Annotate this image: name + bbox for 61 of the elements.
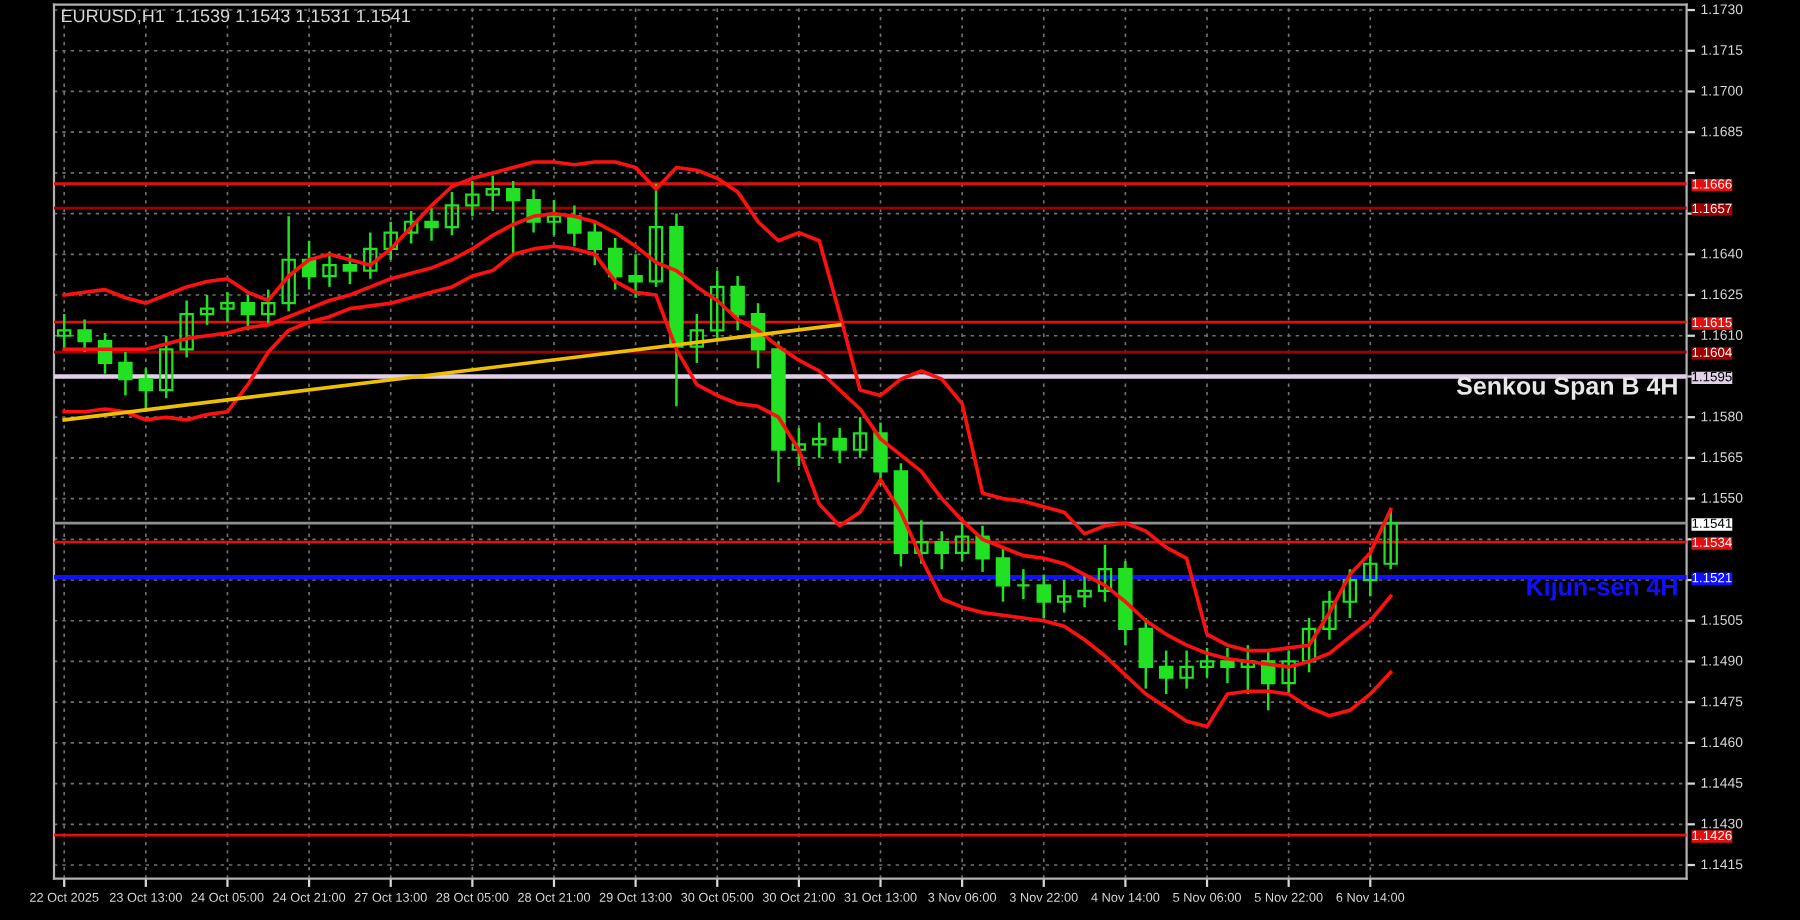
candlestick (648, 182, 664, 289)
candlestick (240, 293, 256, 332)
candlestick (567, 204, 582, 248)
candlestick (1322, 589, 1337, 641)
candlestick (587, 220, 603, 267)
candlestick (1240, 643, 1256, 696)
annotation: Senkou Span B 4H (1456, 376, 1677, 400)
candlestick (1301, 616, 1317, 674)
candlestick (505, 179, 521, 256)
chart-title: EURUSD,H1 1.1539 1.1543 1.1531 1.1541 (62, 9, 410, 25)
candlestick (424, 206, 439, 242)
candlestick (934, 529, 949, 571)
candlestick (812, 421, 827, 460)
candlestick (1036, 573, 1051, 620)
candlestick (342, 253, 358, 286)
candlestick (1056, 578, 1072, 614)
candlestick (363, 231, 378, 280)
candlestick (791, 426, 807, 468)
candlestick (281, 215, 296, 313)
candlestick (628, 253, 643, 299)
candlestick (1097, 543, 1113, 603)
candlestick (607, 236, 623, 291)
candlestick (56, 312, 72, 351)
candlestick (546, 198, 562, 237)
annotation: Kijun-sen 4H (1527, 577, 1677, 601)
candlestick (832, 426, 847, 465)
candlestick (322, 250, 337, 289)
candlestick (465, 179, 480, 218)
candlestick (118, 350, 133, 397)
candlestick (689, 312, 705, 365)
candlestick (261, 288, 276, 327)
candlestick (138, 367, 154, 413)
candlestick (199, 293, 215, 327)
candlestick (873, 421, 888, 487)
candlestick (995, 546, 1011, 603)
candlestick (975, 524, 990, 574)
candlestick (1179, 649, 1194, 690)
candlestick (954, 516, 970, 563)
candlestick (852, 415, 868, 460)
candlestick (444, 190, 460, 237)
line-series (62, 244, 1393, 729)
candlestick (710, 269, 725, 343)
candlestick (1077, 573, 1092, 609)
candlestick (403, 209, 419, 245)
candlestick (1220, 646, 1235, 685)
candlestick (914, 519, 929, 565)
candlestick (1363, 546, 1378, 598)
candlestick (159, 334, 174, 400)
candlestick (1383, 508, 1398, 571)
candlestick (383, 220, 398, 261)
candlestick (220, 291, 235, 324)
candlestick (179, 299, 194, 359)
candlestick (730, 274, 745, 332)
candlestick (1281, 649, 1296, 696)
candlestick (485, 174, 500, 213)
candlestick (1138, 616, 1154, 690)
candlestick (77, 318, 92, 354)
candlestick (1158, 649, 1174, 696)
candlestick (1199, 646, 1215, 679)
candlestick (1016, 567, 1031, 601)
candlestick (1342, 567, 1358, 620)
